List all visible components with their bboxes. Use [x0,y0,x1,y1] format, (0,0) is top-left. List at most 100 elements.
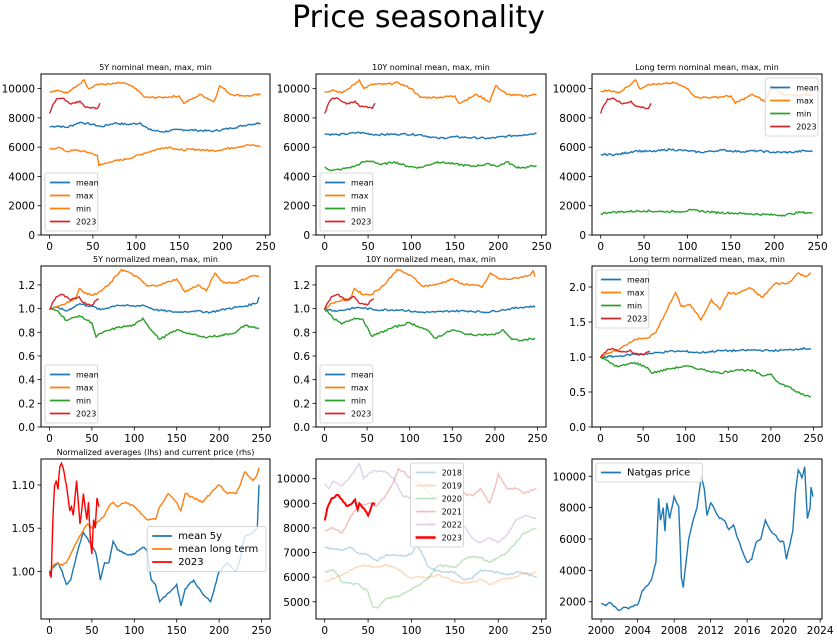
axes-frame [591,265,823,428]
y-tick-label: 0.4 [293,375,310,387]
x-tick-label: 150 [718,433,738,445]
y-tick-label: 6000 [283,142,310,154]
series-line-mean [49,121,261,133]
legend-label: max [76,192,94,201]
y-tick-label: 2000 [283,201,310,213]
y-tick-label: 1.0 [569,352,586,364]
series-line-2023 [324,97,376,114]
y-tick-label: 9000 [283,498,310,510]
subplot-3: Long term nominal mean, max, min 0 50 100 15… [553,63,828,253]
x-tick-label: 2012 [697,625,724,637]
x-tick-label: 150 [721,241,741,253]
y-tick-label: 10000 [277,84,310,96]
x-tick-label: 250 [803,433,823,445]
y-tick-label: 7000 [283,548,310,560]
y-tick-label: 8000 [8,113,35,125]
y-tick-label: 2000 [8,201,35,213]
x-tick-label: 250 [532,625,552,637]
legend-box [595,269,650,329]
y-tick-label: 8000 [559,113,586,125]
series-line-2023 [48,461,100,578]
series-line-2019 [324,563,537,586]
x-tick-label: 200 [764,241,784,253]
legend-label: 2023 [76,410,96,419]
x-tick-label: 2004 [624,625,651,637]
legend-box [319,364,374,424]
y-tick-label: 10000 [2,84,35,96]
x-tick-label: 2016 [734,625,761,637]
y-tick-label: 8000 [559,503,586,515]
legend-label: 2020 [442,495,462,504]
y-tick-label: 1.5 [569,317,586,329]
y-tick-label: 6000 [8,142,35,154]
subplot-title: 5Y nominal mean, max, min [99,63,212,72]
x-tick-label: 0 [597,241,604,253]
legend-label: mean 5y [178,531,222,542]
series-line-mean [600,147,813,157]
legend: mean max min 2023 [595,269,650,329]
y-tick-label: 1.00 [12,566,35,578]
y-tick-label: 6000 [283,572,310,584]
subplot-9: 2000 2004 2008 2012 2016 2020 2024 2000 4000 6000… [553,458,834,637]
series-line-max [324,78,537,105]
subplot-2: 10Y nominal mean, max, min 0 50 100 150 200 25… [277,63,552,253]
x-tick-label: 50 [85,433,98,445]
legend-label: min [627,302,642,311]
y-tick-label: 0.0 [18,422,35,434]
legend-label: min [796,110,811,119]
x-tick-label: 200 [209,433,229,445]
x-tick-label: 0 [46,241,53,253]
x-tick-label: 50 [360,433,373,445]
axes-frame [40,458,271,620]
y-tick-label: 0.4 [18,375,35,387]
series-line-2023 [48,293,99,311]
legend: 2018 2019 2020 2021 2022 2023 [410,462,464,548]
y-tick-label: 0.2 [293,398,310,410]
series-line-min [323,308,536,342]
legend-label: max [627,289,645,298]
series-line-min [49,307,260,341]
legend-label: mean long term [178,544,258,555]
y-tick-label: 4000 [559,171,586,183]
x-tick-label: 50 [361,241,374,253]
axes-frame [315,458,547,620]
legend-label: mean [76,371,99,380]
x-tick-label: 200 [485,433,505,445]
x-tick-label: 200 [212,241,232,253]
figure-title: Price seasonality [292,0,545,35]
y-tick-label: 8000 [283,113,310,125]
x-tick-label: 2000 [588,625,615,637]
y-tick-label: 0.8 [18,327,35,339]
x-tick-label: 250 [256,241,276,253]
subplot-title: Long term nominal mean, max, min [635,63,779,72]
y-tick-label: 0 [28,230,35,242]
series-line-min [324,160,537,172]
x-tick-label: 0 [321,625,328,637]
subplot-4: 5Y normalized mean, max, min 0 50 100 150 200… [18,255,271,445]
legend-label: 2021 [442,508,462,517]
x-tick-label: 250 [532,241,552,253]
legend-label: 2023 [351,410,371,419]
x-tick-label: 50 [637,241,650,253]
series-line-max [600,272,812,358]
axes-frame [591,73,823,236]
series-line-max [49,79,261,105]
series-line-2020 [324,527,537,609]
legend-label: max [796,97,814,106]
series-line-mean [324,305,536,314]
x-tick-label: 0 [321,241,328,253]
series-line-mean-long-term [48,467,260,577]
y-tick-label: 8000 [283,523,310,535]
legend-box [764,77,819,137]
y-tick-label: 4000 [283,171,310,183]
x-tick-label: 100 [126,241,146,253]
series-line-max [324,268,536,310]
legend-box [410,462,464,548]
legend: mean max min 2023 [319,364,374,424]
y-tick-label: 0.0 [569,422,586,434]
legend-label: mean [351,371,374,380]
x-tick-label: 100 [401,625,421,637]
x-tick-label: 100 [124,625,144,637]
y-tick-label: 10000 [277,474,310,486]
series-line-2023 [600,97,652,114]
